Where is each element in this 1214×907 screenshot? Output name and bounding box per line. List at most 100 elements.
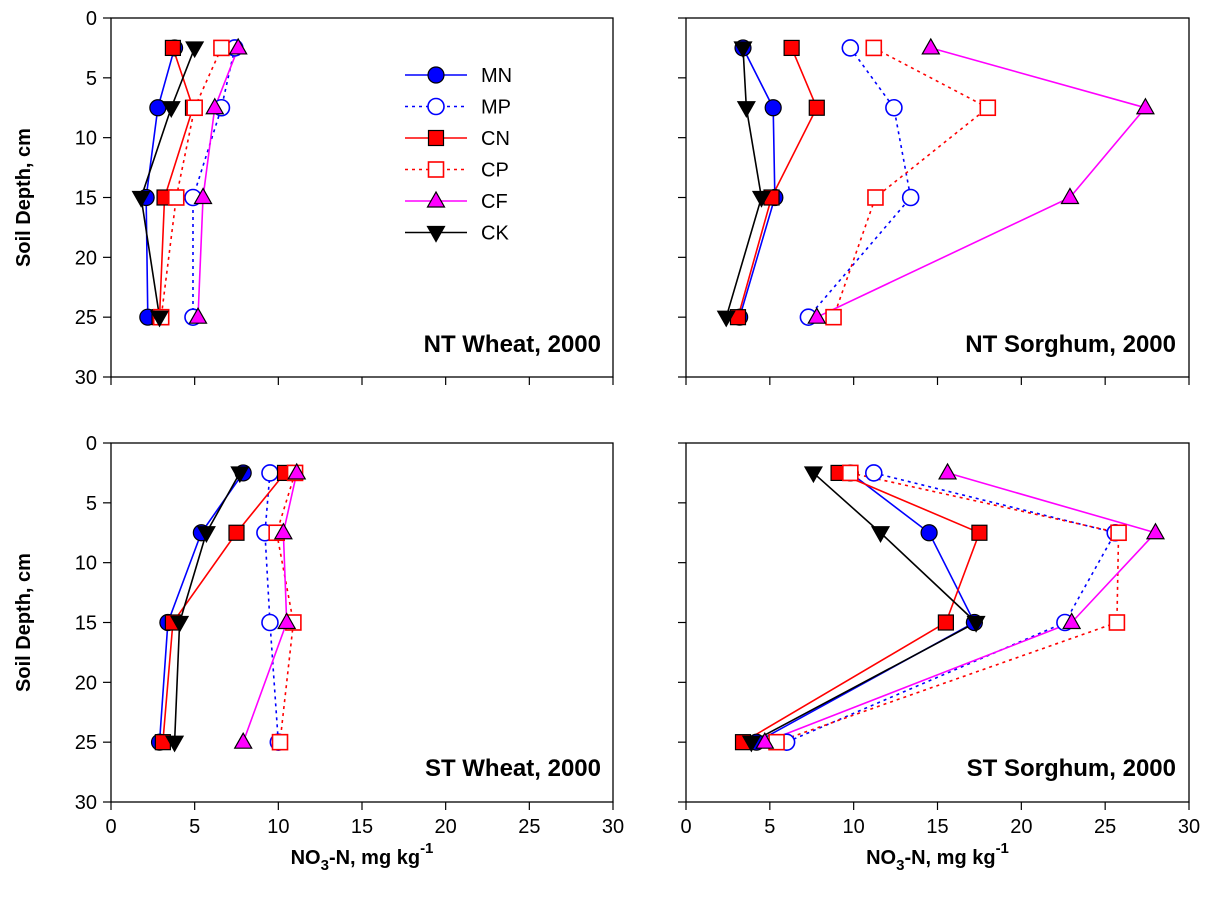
point-mp: [841, 39, 860, 57]
point-cf: [193, 187, 213, 205]
point-cp: [979, 99, 997, 117]
series-line-mn: [145, 47, 176, 318]
series-line-mn: [738, 47, 776, 318]
x-tick-label: 20: [1010, 816, 1032, 838]
point-cf: [277, 612, 297, 630]
y-tick-label: 5: [86, 68, 97, 90]
point-cp: [271, 733, 289, 751]
series-line-cf: [816, 47, 1147, 318]
point-ck: [230, 466, 250, 484]
y-tick-label: 0: [86, 433, 97, 455]
legend-marker-ck: [426, 225, 446, 243]
point-cn: [783, 39, 800, 57]
y-tick-label: 25: [75, 732, 97, 754]
x-axis-title-main: NO: [866, 847, 896, 869]
legend-label-cn: CN: [481, 128, 510, 150]
series-line-mp: [264, 472, 280, 743]
point-cf: [1135, 97, 1155, 115]
point-mp: [261, 613, 279, 632]
y-tick-label: 30: [75, 367, 97, 389]
legend-marker-cp: [427, 161, 445, 178]
point-cf: [921, 37, 941, 55]
point-mn: [920, 524, 938, 542]
point-cf: [287, 462, 307, 480]
legend-marker-cn: [427, 129, 445, 147]
panel-title: ST Wheat, 2000: [425, 755, 601, 782]
point-cf: [228, 37, 248, 55]
point-cn: [228, 524, 245, 541]
series-line-cp: [832, 47, 990, 318]
series-line-cp: [160, 47, 223, 318]
x-tick-label: 10: [267, 816, 289, 838]
legend-label-ck: CK: [481, 223, 509, 245]
point-ck: [165, 735, 185, 753]
point-cf: [938, 462, 958, 480]
point-ck: [161, 101, 181, 118]
x-tick-label: 15: [926, 816, 948, 838]
series-line-ck: [173, 472, 241, 743]
point-cp: [842, 464, 859, 482]
panel-title: NT Wheat, 2000: [424, 331, 601, 358]
point-cp: [825, 308, 842, 326]
legend-marker-mp: [427, 97, 445, 116]
y-tick-label: 15: [75, 613, 97, 635]
point-cp: [867, 189, 884, 206]
point-ck: [751, 190, 771, 208]
point-mn: [764, 99, 782, 117]
point-cn: [808, 99, 825, 116]
x-tick-label: 20: [435, 816, 457, 838]
point-cf: [755, 731, 775, 749]
series-line-ck: [140, 47, 196, 318]
point-cp: [213, 39, 230, 57]
panel-1: 0 5 10 15 20 25 30 Soil Depth, cm NT Wheat, 2000: [13, 8, 614, 389]
y-tick-label: 20: [75, 247, 97, 269]
point-ck: [716, 310, 736, 328]
legend-label-cf: CF: [481, 191, 508, 213]
y-tick-label: 25: [75, 307, 97, 329]
series-line-cn: [737, 47, 818, 318]
y-tick-label: 10: [75, 553, 97, 575]
series-line-mp: [807, 47, 912, 318]
point-cn: [937, 614, 954, 631]
plot-frame: [110, 442, 614, 803]
x-tick-label: 25: [1094, 816, 1116, 838]
point-mp: [901, 188, 920, 207]
point-ck: [803, 466, 823, 484]
x-axis-title: NO3-N, mg kg-1: [291, 840, 434, 874]
x-axis-title-sub: 3: [321, 857, 329, 874]
panel-3: 0 5 10 15 20 25 30 0 5 10 15 20 25 30 Soil Depth, cm NO…: [13, 433, 624, 874]
x-axis-title-tail: -N, mg kg: [904, 847, 995, 869]
panel-4: 0 5 10 15 20 25 30 NO3-N, mg kg-1 ST Sorghum, 20…: [678, 442, 1200, 874]
x-tick-label: 30: [602, 816, 624, 838]
point-cf: [807, 306, 827, 324]
x-tick-label: 30: [1178, 816, 1200, 838]
y-tick-label: 10: [75, 128, 97, 150]
panel-2: NT Sorghum, 2000: [678, 17, 1190, 385]
legend-label-mn: MN: [481, 65, 512, 87]
series-line-cn: [742, 472, 981, 743]
point-ck: [733, 41, 753, 59]
legend-marker-mn: [427, 66, 445, 84]
x-tick-label: 0: [680, 816, 691, 838]
point-ck: [131, 190, 151, 208]
point-cp: [865, 39, 883, 57]
x-tick-label: 0: [105, 816, 116, 838]
legend-label-cp: CP: [481, 160, 509, 182]
legend-label-mp: MP: [481, 97, 511, 119]
point-mp: [261, 464, 279, 482]
point-cp: [1108, 614, 1126, 631]
x-tick-label: 25: [518, 816, 540, 838]
panel-title: NT Sorghum, 2000: [965, 331, 1176, 358]
point-cf: [1060, 187, 1080, 205]
x-axis-title-sup: -1: [996, 840, 1009, 857]
y-tick-label: 5: [86, 493, 97, 515]
x-tick-label: 10: [843, 816, 865, 838]
y-axis-title: Soil Depth, cm: [13, 553, 35, 692]
x-tick-label: 15: [351, 816, 373, 838]
point-cn: [164, 39, 182, 57]
point-cf: [1062, 612, 1082, 630]
legend-marker-cf: [426, 190, 446, 208]
point-cf: [273, 522, 293, 540]
point-ck: [870, 526, 891, 543]
